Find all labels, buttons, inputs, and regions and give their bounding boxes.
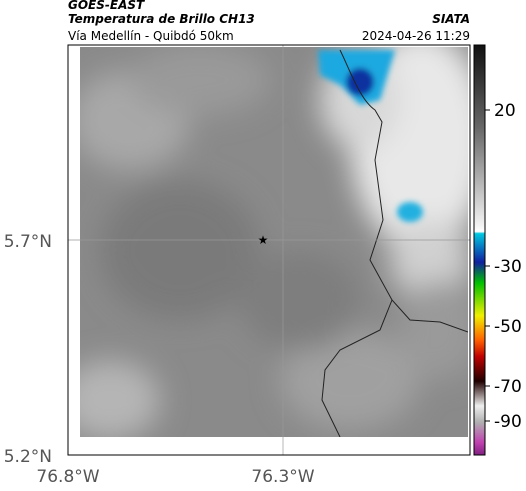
colorbar-label: 20 (494, 101, 516, 121)
longitude-label: 76.8°W (36, 467, 99, 487)
colorbar-label: -50 (494, 317, 522, 337)
satellite-image (80, 47, 468, 437)
source: GOES-EAST (68, 0, 145, 12)
latitude-label: 5.7°N (4, 232, 52, 252)
map-frame (67, 44, 471, 456)
organization: SIATA (432, 12, 470, 26)
colorbar-label: -70 (494, 377, 522, 397)
location-star: ★ (258, 233, 269, 247)
colorbar-label: -90 (494, 412, 522, 432)
latitude-label: 5.2°N (4, 447, 52, 467)
title: Temperatura de Brillo CH13 (68, 12, 255, 26)
longitude-label: 76.3°W (251, 467, 314, 487)
timestamp: 2024-04-26 11:29 (362, 29, 470, 43)
colorbar (473, 44, 486, 456)
colorbar-label: -30 (494, 257, 522, 277)
subtitle: Vía Medellín - Quibdó 50km (68, 29, 234, 43)
